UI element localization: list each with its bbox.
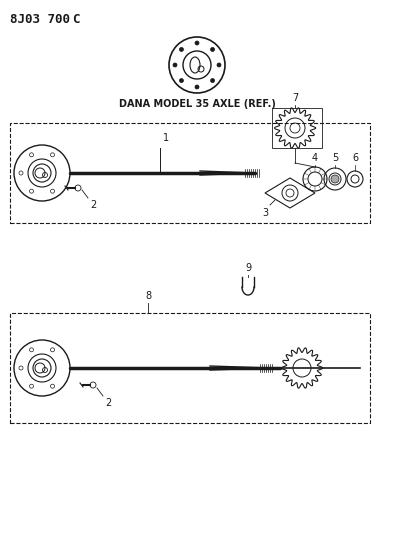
Circle shape: [217, 63, 221, 67]
Bar: [10, 313, 370, 423]
Circle shape: [173, 63, 177, 67]
Circle shape: [195, 85, 199, 89]
Text: 7: 7: [292, 93, 298, 103]
Text: 8J03 700: 8J03 700: [10, 13, 70, 26]
Text: 4: 4: [312, 153, 318, 163]
Text: 2: 2: [105, 398, 111, 408]
Circle shape: [195, 41, 199, 45]
Circle shape: [331, 175, 339, 183]
Text: 2: 2: [90, 200, 96, 210]
Text: 3: 3: [262, 208, 268, 218]
Circle shape: [210, 47, 215, 52]
Text: 5: 5: [332, 153, 338, 163]
Text: DANA MODEL 35 AXLE (REF.): DANA MODEL 35 AXLE (REF.): [119, 99, 275, 109]
Text: 6: 6: [352, 153, 358, 163]
Text: 1: 1: [163, 133, 169, 143]
Circle shape: [179, 47, 184, 52]
Bar: [272, 108, 322, 148]
Circle shape: [179, 78, 184, 83]
Text: C: C: [72, 13, 80, 26]
Bar: [10, 123, 370, 223]
Text: 9: 9: [245, 263, 251, 273]
Text: 8: 8: [145, 291, 151, 301]
Circle shape: [210, 78, 215, 83]
